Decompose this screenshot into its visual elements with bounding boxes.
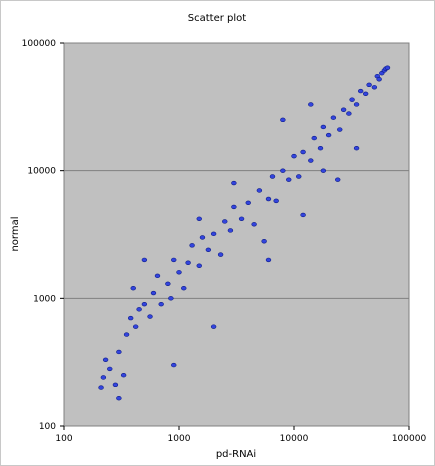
scatter-point (384, 65, 391, 70)
scatter-point (371, 85, 378, 90)
scatter-point (196, 216, 202, 221)
scatter-point (273, 198, 279, 204)
scatter-point (251, 222, 257, 227)
scatter-point (349, 97, 355, 102)
scatter-point (245, 200, 251, 206)
scatter-point (286, 177, 292, 182)
scatter-point (353, 145, 360, 151)
y-tick-label: 10000 (27, 167, 56, 177)
gridlines (64, 170, 409, 299)
scatter-point (337, 127, 343, 132)
scatter-point (199, 235, 206, 240)
scatter-point (171, 362, 177, 368)
chart-title: Scatter plot (188, 13, 247, 24)
scatter-point (116, 349, 122, 355)
scatter-point (210, 324, 217, 329)
scatter-point (107, 366, 113, 372)
scatter-point (340, 107, 347, 112)
plot-area (63, 42, 410, 427)
y-axis-ticks: 100 1000 10000 100000 (22, 39, 64, 432)
scatter-point (141, 257, 148, 263)
scatter-point (291, 153, 297, 159)
scatter-point (335, 177, 341, 182)
scatter-point (165, 281, 171, 286)
scatter-point (150, 290, 157, 296)
scatter-point (320, 168, 327, 173)
scatter-point (256, 188, 263, 193)
scatter-point (308, 158, 314, 163)
y-tick-label: 100 (39, 422, 56, 432)
x-axis-ticks: 100 1000 10000 100000 (55, 426, 426, 444)
scatter-point (154, 273, 161, 279)
x-tick-label: 100 (55, 434, 72, 444)
scatter-point (185, 260, 191, 265)
scatter-point (127, 315, 134, 321)
scatter-point (189, 243, 195, 248)
scatter-point (265, 196, 272, 202)
scatter-point (325, 132, 332, 138)
scatter-point (366, 82, 372, 88)
scatter-point (330, 115, 337, 120)
scatter-point (116, 396, 122, 401)
scatter-point (210, 231, 217, 237)
scatter-point (120, 373, 127, 378)
scatter-point (346, 111, 352, 116)
scatter-point (222, 219, 228, 224)
scatter-point (123, 332, 130, 337)
scatter-point (362, 91, 369, 97)
scatter-point (269, 174, 276, 179)
scatter-point (265, 257, 272, 263)
scatter-point (130, 286, 136, 291)
scatter-point (158, 301, 164, 307)
x-tick-label: 1000 (168, 434, 191, 444)
scatter-point (317, 145, 324, 151)
scatter-point (376, 77, 382, 82)
scatter-point (311, 135, 317, 141)
scatter-point (280, 168, 286, 173)
scatter-point (227, 228, 234, 233)
scatter-point (176, 270, 182, 275)
scatter-point (231, 204, 237, 210)
scatter-point (238, 216, 245, 221)
y-tick-label: 1000 (33, 294, 56, 304)
scatter-point (147, 314, 153, 319)
scatter-point (308, 102, 314, 107)
scatter-point (205, 247, 212, 252)
scatter-point (261, 239, 267, 244)
y-tick-label: 100000 (22, 39, 57, 49)
scatter-point (98, 385, 104, 390)
scatter-point (217, 252, 224, 257)
scatter-point (171, 257, 177, 263)
x-axis-label: pd-RNAi (216, 449, 256, 460)
scatter-point (141, 301, 148, 307)
scatter-point (353, 102, 360, 107)
scatter-point (181, 286, 187, 291)
y-axis-label: normal (10, 216, 21, 251)
scatter-point (300, 212, 306, 218)
scatter-point (320, 124, 327, 130)
scatter-point (132, 324, 139, 329)
x-tick-label: 100000 (392, 434, 427, 444)
scatter-point (102, 357, 109, 362)
scatter-point (112, 382, 119, 388)
scatter-point (136, 307, 142, 312)
scatter-point (300, 149, 306, 155)
scatter-point (231, 180, 237, 186)
scatter-point (100, 375, 107, 380)
scatter-point (280, 117, 286, 123)
scatter-point (296, 174, 302, 179)
scatter-point (168, 296, 174, 301)
x-tick-label: 10000 (280, 434, 309, 444)
scatter-point (196, 263, 202, 268)
scatter-point (357, 88, 364, 94)
data-points (98, 65, 391, 401)
